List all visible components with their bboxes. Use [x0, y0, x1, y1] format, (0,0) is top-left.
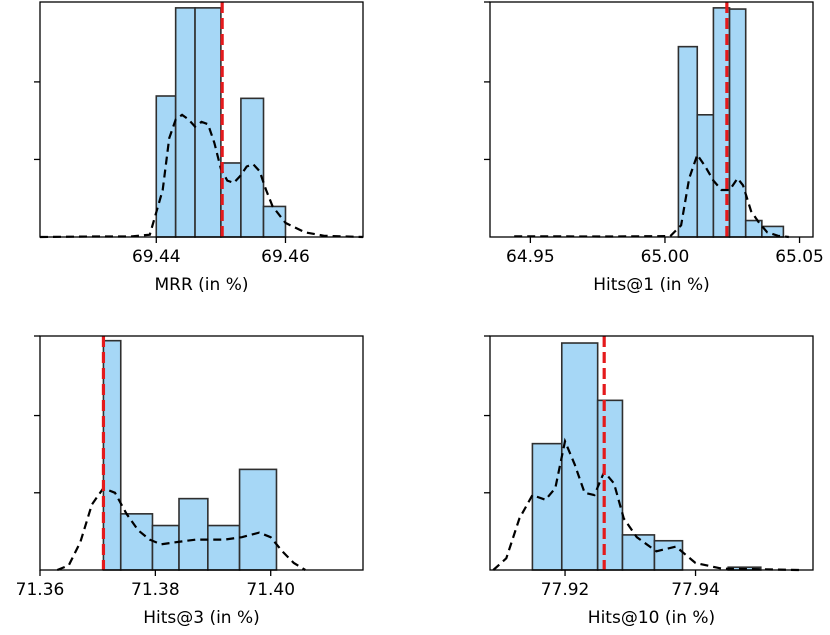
kde-curve-hits-at-10	[492, 437, 800, 572]
histogram-bar-hits-at-3-5	[207, 524, 241, 571]
histogram-bar-hits-at-10-2	[560, 342, 599, 571]
panel-hits-at-3: 71.36 71.38 71.40 Hits@3 (in %)	[16, 335, 364, 628]
histogram-bar-hits-at-1-6	[761, 225, 785, 238]
histogram-bar-hits-at-3-6	[238, 468, 278, 571]
x-tick-label-hits-at-3-1: 71.36	[16, 580, 65, 600]
histogram-bar-mrr-4	[220, 162, 242, 238]
axes-frame-hits-at-1	[489, 1, 814, 238]
histogram-bar-mrr-1	[155, 95, 177, 238]
histogram-bar-hits-at-10-1	[531, 442, 563, 571]
x-tick-label-hits-at-3-3: 71.40	[246, 580, 295, 600]
x-tick-label-hits-at-1-3: 65.05	[775, 247, 824, 267]
panel-mrr: 69.44 69.46 MRR (in %)	[34, 1, 364, 295]
x-tick-label-hits-at-1-2: 65.00	[641, 247, 690, 267]
histogram-bar-hits-at-3-2	[119, 513, 154, 571]
histogram-bar-hits-at-1-2	[696, 114, 715, 238]
histogram-bar-hits-at-1-4	[728, 8, 747, 238]
axes-frame-mrr	[39, 1, 364, 238]
histogram-bar-hits-at-10-4	[621, 534, 656, 571]
x-tick-label-mrr-1: 69.44	[132, 247, 181, 267]
x-tick-label-hits-at-3-2: 71.38	[131, 580, 180, 600]
x-tick-label-hits-at-1-1: 64.95	[506, 247, 555, 267]
histogram-bar-hits-at-3-4	[178, 497, 209, 571]
histogram-bar-hits-at-10-3	[596, 399, 624, 571]
x-tick-label-hits-at-10-1: 77.92	[541, 580, 590, 600]
kde-curve-mrr	[39, 113, 364, 239]
panel-hits-at-1: 64.95 65.00 65.05 Hits@1 (in %)	[484, 1, 824, 295]
histogram-bar-hits-at-1-5	[744, 219, 763, 238]
axes-frame-hits-at-10	[489, 335, 814, 571]
histogram-bar-mrr-5	[240, 97, 265, 238]
histogram-bar-mrr-6	[262, 205, 287, 238]
histogram-bar-hits-at-3-1	[102, 339, 122, 571]
x-axis-title-hits-at-1: Hits@1 (in %)	[593, 275, 710, 295]
kde-curve-hits-at-1	[514, 152, 789, 239]
panel-hits-at-10: 77.92 77.94 Hits@10 (in %)	[484, 335, 814, 628]
x-axis-title-mrr: MRR (in %)	[154, 275, 248, 295]
histogram-bar-hits-at-10-5	[653, 539, 684, 571]
x-tick-label-hits-at-10-2: 77.94	[671, 580, 720, 600]
axes-frame-hits-at-3	[39, 335, 364, 571]
histogram-bar-mrr-3	[194, 7, 222, 238]
histogram-bar-hits-at-1-1	[677, 45, 699, 238]
x-axis-title-hits-at-10: Hits@10 (in %)	[588, 608, 715, 628]
x-axis-title-hits-at-3: Hits@3 (in %)	[143, 608, 260, 628]
histogram-bar-hits-at-3-3	[151, 524, 180, 571]
x-tick-label-mrr-2: 69.46	[261, 247, 310, 267]
kde-curve-hits-at-3	[56, 486, 306, 572]
